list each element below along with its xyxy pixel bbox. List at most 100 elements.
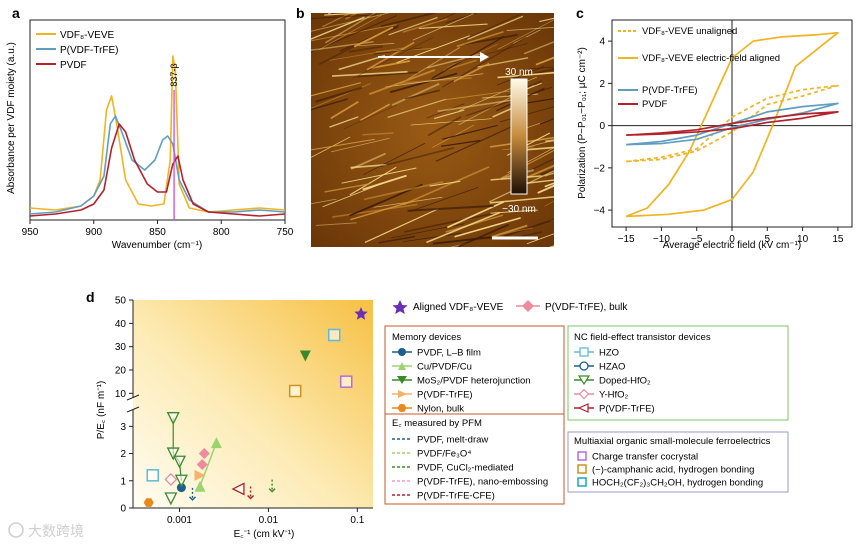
multi-item-label: HOCH₂(CF₂)₃CH₂OH, hydrogen bonding bbox=[592, 478, 763, 489]
triangle-up-marker bbox=[194, 480, 206, 492]
afm-fiber bbox=[350, 200, 414, 221]
d-y-tick-label: 40 bbox=[115, 319, 127, 330]
panel-a-label: a bbox=[12, 5, 20, 21]
afm-fiber bbox=[426, 211, 501, 244]
afm-fiber bbox=[402, 18, 448, 33]
c-y-tick-label: 2 bbox=[599, 79, 605, 90]
panel-d-axes: 10 20 30 40 50 0 1 2 3 0.001 0.01 0.1 bbox=[115, 296, 373, 526]
watermark-text: 大数跨境 bbox=[28, 523, 84, 539]
afm-fiber bbox=[385, 73, 484, 88]
afm-fiber bbox=[440, 139, 481, 147]
nc-item-label: Y-HfO₂ bbox=[599, 390, 629, 401]
memory-item-label: PVDF, L–B film bbox=[417, 348, 481, 359]
afm-fiber bbox=[433, 13, 457, 24]
afm-fiber bbox=[403, 232, 462, 243]
afm-fiber bbox=[371, 60, 411, 69]
afm-fiber bbox=[434, 109, 465, 120]
afm-fiber bbox=[332, 203, 418, 218]
afm-fiber bbox=[491, 224, 528, 238]
memory-item-label: P(VDF-TrFE) bbox=[417, 390, 473, 401]
afm-fiber bbox=[442, 124, 498, 140]
pfm-arrow-head bbox=[268, 488, 276, 493]
afm-fiber bbox=[364, 208, 439, 243]
afm-fiber bbox=[526, 233, 554, 245]
legend-square-icon bbox=[579, 347, 589, 357]
panel-a-series bbox=[30, 55, 285, 217]
panel-c-chart: −15 −10 −5 0 5 10 15 4 2 0 −2 −4 Average electric f… bbox=[577, 19, 853, 251]
afm-fiber bbox=[497, 19, 554, 50]
afm-fiber bbox=[503, 218, 554, 238]
afm-fiber bbox=[329, 116, 359, 128]
triangle-down-marker bbox=[299, 350, 311, 362]
afm-fiber bbox=[523, 41, 554, 55]
memory-item-label: MoS₂/PVDF heterojunction bbox=[417, 376, 531, 387]
pfm-item-label: PVDF/Fe₃O⁴ bbox=[417, 449, 471, 460]
afm-fiber bbox=[544, 172, 554, 177]
afm-fiber bbox=[373, 47, 423, 55]
afm-fiber bbox=[363, 180, 444, 201]
d-y-tick-label: 0 bbox=[120, 504, 126, 515]
legend-diamond-icon bbox=[522, 300, 534, 312]
c-x-tick-label: 5 bbox=[765, 234, 771, 245]
afm-fiber bbox=[358, 43, 395, 47]
pfm-item-label: P(VDF-TrFE-CFE) bbox=[417, 491, 495, 502]
panel-d-x-label: E꜀⁻¹ (cm kV⁻¹) bbox=[234, 529, 295, 540]
afm-fiber bbox=[362, 132, 394, 136]
d-axis-break bbox=[126, 394, 140, 401]
spectrum-line bbox=[30, 115, 285, 215]
afm-fiber bbox=[404, 212, 494, 233]
x-tick-label: 850 bbox=[149, 227, 166, 238]
afm-fiber bbox=[522, 98, 554, 105]
triangle-down-open-marker bbox=[166, 412, 180, 426]
afm-fiber bbox=[348, 45, 384, 53]
afm-fiber bbox=[357, 71, 419, 78]
d-axis-break bbox=[126, 406, 140, 413]
afm-fiber bbox=[311, 13, 391, 32]
nc-item-label: Doped-HfO₂ bbox=[599, 376, 651, 387]
legend-circle-icon bbox=[398, 348, 406, 356]
afm-fiber bbox=[435, 124, 515, 162]
watermark-logo-icon bbox=[8, 522, 24, 538]
hysteresis-loop bbox=[626, 102, 839, 146]
square-marker bbox=[146, 469, 159, 482]
afm-fiber bbox=[426, 52, 484, 69]
pfm-items: PVDF, melt-draw PVDF/Fe₃O⁴ PVDF, CuCl₂-med… bbox=[392, 435, 548, 502]
afm-fiber bbox=[396, 35, 470, 64]
square-marker bbox=[288, 384, 302, 398]
afm-fiber bbox=[463, 33, 518, 46]
afm-fiber bbox=[407, 204, 494, 212]
colorbar-top-label: 30 nm bbox=[505, 67, 533, 78]
afm-fiber bbox=[311, 198, 337, 205]
pfm-item-label: PVDF, melt-draw bbox=[417, 435, 488, 446]
d-x-tick-label: 0.001 bbox=[167, 515, 192, 526]
afm-fiber bbox=[437, 98, 521, 113]
watermark: 大数跨境 bbox=[8, 522, 84, 539]
diamond-marker bbox=[198, 448, 210, 460]
afm-fiber bbox=[432, 236, 493, 245]
c-x-tick-label: 0 bbox=[729, 234, 735, 245]
afm-fiber bbox=[311, 82, 361, 97]
multi-title: Multiaxial organic small-molecule ferroe… bbox=[574, 436, 771, 447]
hexagon-marker bbox=[143, 498, 154, 507]
x-tick-label: 950 bbox=[22, 227, 39, 238]
panel-a-x-label: Wavenumber (cm⁻¹) bbox=[112, 240, 202, 251]
afm-fiber bbox=[389, 72, 458, 94]
panel-b-label: b bbox=[296, 5, 305, 21]
cu-trend-line bbox=[199, 442, 218, 487]
d-y-tick-label: 10 bbox=[115, 389, 127, 400]
panel-c-series bbox=[625, 31, 839, 218]
afm-fiber bbox=[539, 17, 554, 23]
afm-fiber bbox=[482, 93, 539, 99]
square-marker bbox=[339, 375, 353, 388]
afm-fiber bbox=[388, 16, 438, 36]
afm-fiber bbox=[540, 168, 554, 176]
multi-square-icon bbox=[577, 477, 587, 487]
panel-d-legend: Aligned VDF₈-VEVE P(VDF-TrFE), bulk Memo… bbox=[384, 300, 789, 505]
memory-items: PVDF, L–B film Cu/PVDF/Cu MoS₂/PVDF hetero… bbox=[392, 348, 531, 415]
triangle-down-open-marker bbox=[164, 492, 178, 506]
afm-fiber bbox=[453, 43, 528, 64]
legend-star-icon bbox=[392, 300, 408, 314]
afm-fiber bbox=[324, 183, 370, 193]
afm-fiber bbox=[378, 235, 416, 244]
